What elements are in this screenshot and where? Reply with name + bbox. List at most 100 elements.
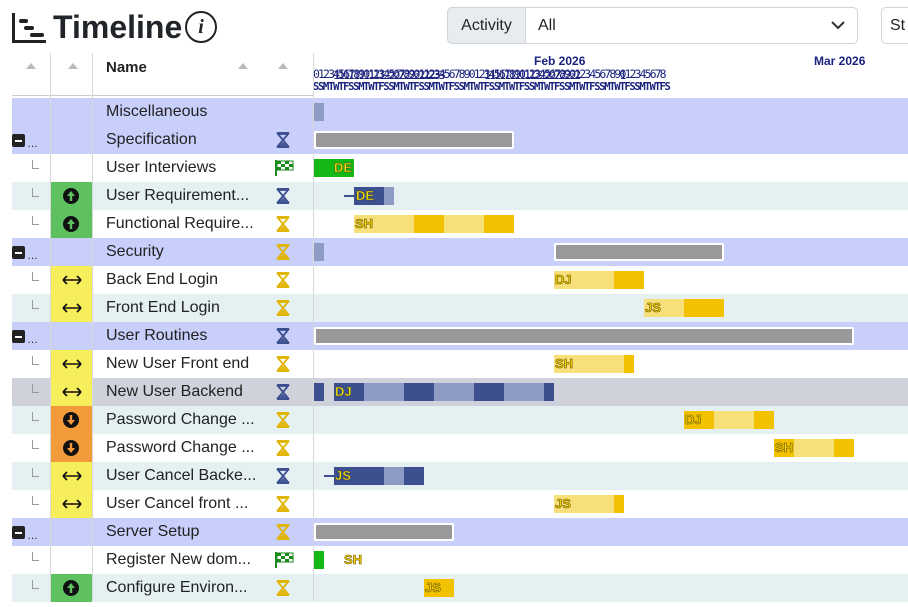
priority-cell xyxy=(51,546,92,574)
sort-priority-icon[interactable] xyxy=(68,63,78,69)
info-icon[interactable]: i xyxy=(185,11,217,43)
gantt-bar[interactable] xyxy=(714,411,754,429)
sort-status-icon[interactable] xyxy=(278,63,288,69)
hourglass-icon xyxy=(274,327,292,345)
task-name[interactable]: New User Backend xyxy=(106,383,243,400)
gantt-bar[interactable] xyxy=(314,551,324,569)
task-name[interactable]: Back End Login xyxy=(106,271,219,288)
task-row[interactable]: Front End Login JS xyxy=(12,294,908,322)
summary-row[interactable]: … User Routines xyxy=(12,322,908,350)
gantt-bar[interactable] xyxy=(334,383,364,401)
task-row[interactable]: User Interviews DE xyxy=(12,154,908,182)
gantt-bar[interactable] xyxy=(554,495,594,513)
priority-cell xyxy=(51,406,92,434)
summary-row[interactable]: … Security xyxy=(12,238,908,266)
sort-name-icon[interactable] xyxy=(238,63,248,69)
task-row[interactable]: New User Backend DJ xyxy=(12,378,908,406)
gantt-bar[interactable] xyxy=(404,383,434,401)
task-name[interactable]: Front End Login xyxy=(106,299,220,316)
summary-bar[interactable] xyxy=(554,243,724,261)
task-name[interactable]: Server Setup xyxy=(106,523,200,540)
task-name[interactable]: Register New dom... xyxy=(106,551,251,568)
activity-filter-select[interactable]: All xyxy=(525,7,858,44)
task-row[interactable]: Password Change ... SH xyxy=(12,434,908,462)
gantt-bar[interactable] xyxy=(544,383,554,401)
gantt-bar[interactable] xyxy=(414,215,444,233)
task-name[interactable]: User Routines xyxy=(106,327,208,344)
gantt-bar[interactable] xyxy=(474,383,504,401)
more-dots: … xyxy=(27,530,39,542)
gantt-bar[interactable] xyxy=(354,187,384,205)
gantt-bar[interactable] xyxy=(554,355,624,373)
task-name[interactable]: Password Change ... xyxy=(106,411,255,428)
collapse-icon[interactable] xyxy=(12,526,25,539)
gantt-bar[interactable] xyxy=(334,467,384,485)
gantt-bar[interactable] xyxy=(314,159,354,177)
priority-medium-badge xyxy=(51,462,92,490)
collapse-icon[interactable] xyxy=(12,246,25,259)
gantt-bar[interactable] xyxy=(754,411,774,429)
task-row[interactable]: Configure Environ... JS xyxy=(12,574,908,602)
gantt-bar[interactable] xyxy=(774,439,794,457)
task-name[interactable]: User Interviews xyxy=(106,159,217,176)
gantt-bar[interactable] xyxy=(684,411,714,429)
gantt-bar[interactable] xyxy=(624,355,634,373)
gantt-bar[interactable] xyxy=(834,439,854,457)
task-row[interactable]: Password Change ... DJ xyxy=(12,406,908,434)
task-name[interactable]: User Cancel front ... xyxy=(106,495,249,512)
gantt-bar[interactable] xyxy=(614,495,624,513)
task-name[interactable]: Configure Environ... xyxy=(106,579,248,596)
status-filter-button[interactable]: St xyxy=(881,7,908,44)
task-row[interactable]: Register New dom... SH xyxy=(12,546,908,574)
task-name[interactable]: User Cancel Backe... xyxy=(106,467,256,484)
summary-bar[interactable] xyxy=(314,523,454,541)
task-row[interactable]: New User Front end SH xyxy=(12,350,908,378)
task-name[interactable]: Functional Require... xyxy=(106,215,254,232)
assignee-tag: JS xyxy=(335,468,351,483)
collapse-icon[interactable] xyxy=(12,134,25,147)
summary-bar[interactable] xyxy=(314,327,854,345)
gantt-bar[interactable] xyxy=(314,383,324,401)
task-name[interactable]: Password Change ... xyxy=(106,439,255,456)
gantt-bar[interactable] xyxy=(424,579,454,597)
gantt-bar[interactable] xyxy=(404,467,424,485)
scale-weekdays: SSMTWTFSSMTWTFSSMTWTFSSMTWTFSSMTWTFSSMTW… xyxy=(313,81,671,93)
arrow-up-icon xyxy=(63,580,79,596)
task-row[interactable]: Functional Require... SH xyxy=(12,210,908,238)
sort-tree-icon[interactable] xyxy=(26,63,36,69)
task-name[interactable]: Security xyxy=(106,243,164,260)
gantt-bar[interactable] xyxy=(594,495,614,513)
assignee-tag: SH xyxy=(775,440,794,456)
collapse-icon[interactable] xyxy=(12,330,25,343)
gantt-bar[interactable] xyxy=(554,271,614,289)
gantt-bar[interactable] xyxy=(644,299,684,317)
gantt-bar[interactable] xyxy=(384,467,404,485)
task-name[interactable]: User Requirement... xyxy=(106,187,250,204)
summary-row[interactable]: Miscellaneous xyxy=(12,98,908,126)
summary-row[interactable]: … Specification xyxy=(12,126,908,154)
task-name[interactable]: Specification xyxy=(106,131,197,148)
summary-bar[interactable] xyxy=(314,131,514,149)
gantt-bar[interactable] xyxy=(314,243,324,261)
gantt-bar[interactable] xyxy=(364,383,404,401)
gantt-bar[interactable] xyxy=(504,383,544,401)
name-column-header[interactable]: Name xyxy=(106,59,147,76)
gantt-bar[interactable] xyxy=(314,103,324,121)
task-row[interactable]: User Requirement... DE xyxy=(12,182,908,210)
tree-elbow-icon xyxy=(32,552,39,561)
task-name[interactable]: Miscellaneous xyxy=(106,103,208,120)
gantt-bar[interactable] xyxy=(794,439,834,457)
task-row[interactable]: Back End Login DJ xyxy=(12,266,908,294)
gantt-bar[interactable] xyxy=(484,215,514,233)
gantt-bar[interactable] xyxy=(434,383,474,401)
gantt-bar[interactable] xyxy=(684,299,724,317)
task-name[interactable]: New User Front end xyxy=(106,355,250,372)
tree-cell xyxy=(12,154,50,182)
gantt-bar[interactable] xyxy=(384,187,394,205)
summary-row[interactable]: … Server Setup xyxy=(12,518,908,546)
gantt-bar[interactable] xyxy=(354,215,414,233)
gantt-bar[interactable] xyxy=(614,271,644,289)
task-row[interactable]: User Cancel Backe... JS xyxy=(12,462,908,490)
gantt-bar[interactable] xyxy=(444,215,484,233)
task-row[interactable]: User Cancel front ... JS xyxy=(12,490,908,518)
